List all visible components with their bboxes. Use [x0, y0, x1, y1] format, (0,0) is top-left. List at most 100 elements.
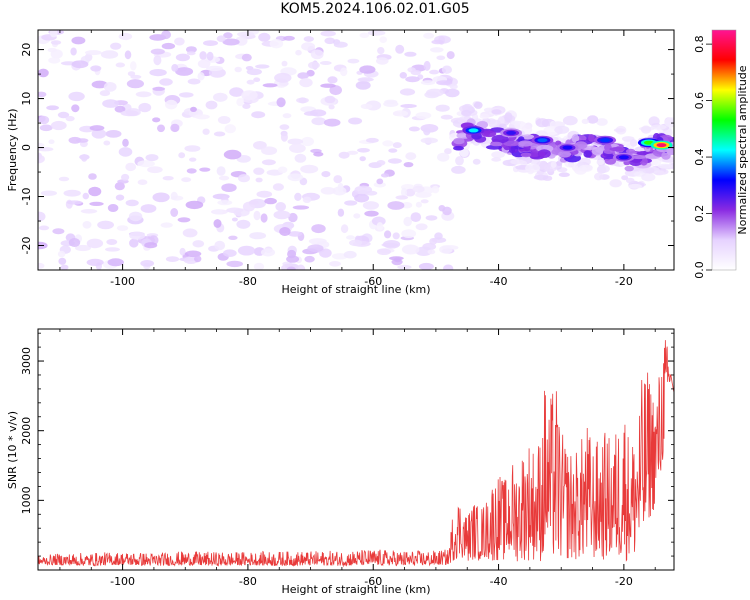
heatmap-cell	[125, 162, 137, 172]
heatmap-cell	[171, 64, 179, 72]
heatmap-cell	[310, 49, 324, 60]
heatmap-cell	[664, 117, 674, 128]
heatmap-cell	[594, 172, 604, 181]
heatmap-cell	[329, 261, 341, 267]
heatmap-cell	[127, 71, 136, 77]
heatmap-cell	[219, 175, 230, 181]
heatmap-cell	[423, 127, 431, 136]
heatmap-cell	[346, 150, 359, 155]
heatmap-cell	[403, 216, 413, 227]
heatmap-cell	[241, 90, 258, 100]
heatmap-cell	[562, 115, 578, 126]
heatmap-cell	[434, 232, 443, 240]
heatmap-cell	[50, 40, 62, 45]
heatmap-cell	[423, 60, 431, 71]
heatmap-cell	[226, 207, 244, 214]
heatmap-cell	[228, 235, 238, 240]
heatmap-cell	[248, 200, 259, 205]
heatmap-cell	[261, 159, 276, 166]
heatmap-cell	[91, 129, 107, 139]
heatmap-cell	[323, 118, 341, 127]
heatmap-cell	[175, 67, 194, 76]
heatmap-cell	[412, 185, 425, 193]
heatmap-cell	[382, 140, 394, 147]
colorbar-label: Normalized spectral amplitude	[736, 65, 749, 234]
heatmap-cell	[174, 37, 185, 46]
heatmap-cell	[640, 125, 652, 134]
snr-y-axis-label: SNR (10 * v/v)	[6, 411, 19, 489]
heatmap-cell	[246, 79, 255, 85]
heatmap-cell	[114, 105, 126, 113]
heatmap-cell	[287, 173, 304, 182]
heatmap-cell	[144, 242, 158, 249]
heatmap-cell	[128, 211, 143, 222]
heatmap-cell	[197, 72, 205, 81]
heatmap-cell	[118, 32, 133, 41]
heatmap-cell	[68, 91, 85, 102]
heatmap-cell	[510, 120, 522, 126]
snr-panel: -100 -80 -60 -40 -20 1000 2000 3000 Height of …	[6, 328, 675, 596]
heatmap-cell	[437, 152, 450, 162]
heatmap-cell	[106, 239, 118, 245]
heatmap-cell	[401, 187, 407, 198]
heatmap-cell	[440, 114, 453, 120]
heatmap-cell	[491, 157, 502, 162]
heatmap-cell	[217, 200, 233, 206]
heatmap-cell	[420, 137, 438, 144]
heatmap-cell	[253, 262, 265, 270]
heatmap-cell	[213, 219, 222, 228]
heatmap-cell	[587, 115, 599, 124]
heatmap-cell	[82, 192, 90, 200]
heatmap-cell	[320, 30, 336, 37]
y-tick-label: 2000	[20, 417, 33, 445]
heatmap-cell	[46, 105, 59, 111]
heatmap-cell	[453, 137, 465, 145]
heatmap-cell	[184, 145, 201, 152]
heatmap-cell	[490, 141, 503, 147]
heatmap-cell	[226, 260, 243, 268]
heatmap-cell	[213, 92, 228, 102]
heatmap-cell	[48, 139, 55, 144]
heatmap-cell	[311, 117, 327, 126]
heatmap-cell	[107, 204, 119, 212]
heatmap-cell	[152, 86, 166, 91]
heatmap-cell	[609, 147, 626, 152]
heatmap-cell	[344, 200, 358, 206]
heatmap-cell	[453, 145, 464, 151]
snr-x-ticks: -100 -80 -60 -40 -20	[59, 329, 656, 588]
heatmap-cell	[645, 167, 655, 174]
heatmap-cell	[192, 240, 205, 248]
heatmap-cell	[237, 245, 256, 256]
heatmap-cell	[269, 39, 284, 49]
heatmap-cell	[125, 199, 139, 207]
heatmap-cell	[71, 104, 80, 113]
heatmap-cell	[89, 125, 105, 131]
heatmap-cell	[653, 170, 665, 176]
heatmap-cell	[376, 57, 389, 65]
x-tick-label: -40	[490, 275, 508, 288]
heatmap-cell	[147, 166, 163, 174]
heatmap-cell	[184, 250, 202, 258]
heatmap-cell	[178, 152, 186, 159]
heatmap-cell	[71, 60, 89, 69]
heatmap-cell	[66, 200, 83, 205]
heatmap-cell	[436, 80, 453, 86]
heatmap-cell	[329, 85, 343, 96]
heatmap-cell	[383, 101, 399, 107]
heatmap-cell	[260, 248, 276, 257]
heatmap-cell	[650, 124, 667, 130]
colorbar-ticks: 0.0 0.2 0.4 0.6 0.8	[693, 35, 712, 279]
heatmap-cell	[287, 231, 303, 237]
heatmap-cell	[88, 186, 102, 197]
heatmap-cell	[85, 50, 102, 56]
heatmap-cell	[355, 81, 371, 90]
colorbar-gradient-rect	[712, 30, 736, 270]
heatmap-cell	[538, 151, 546, 157]
heatmap-cell	[648, 116, 660, 127]
snr-x-axis-label: Height of straight line (km)	[281, 583, 430, 596]
heatmap-cell	[596, 118, 608, 126]
heatmap-cell	[302, 196, 312, 203]
heatmap-cell	[373, 181, 386, 188]
heatmap-cell	[185, 46, 197, 53]
colorbar-tick-label: 0.4	[693, 148, 706, 166]
